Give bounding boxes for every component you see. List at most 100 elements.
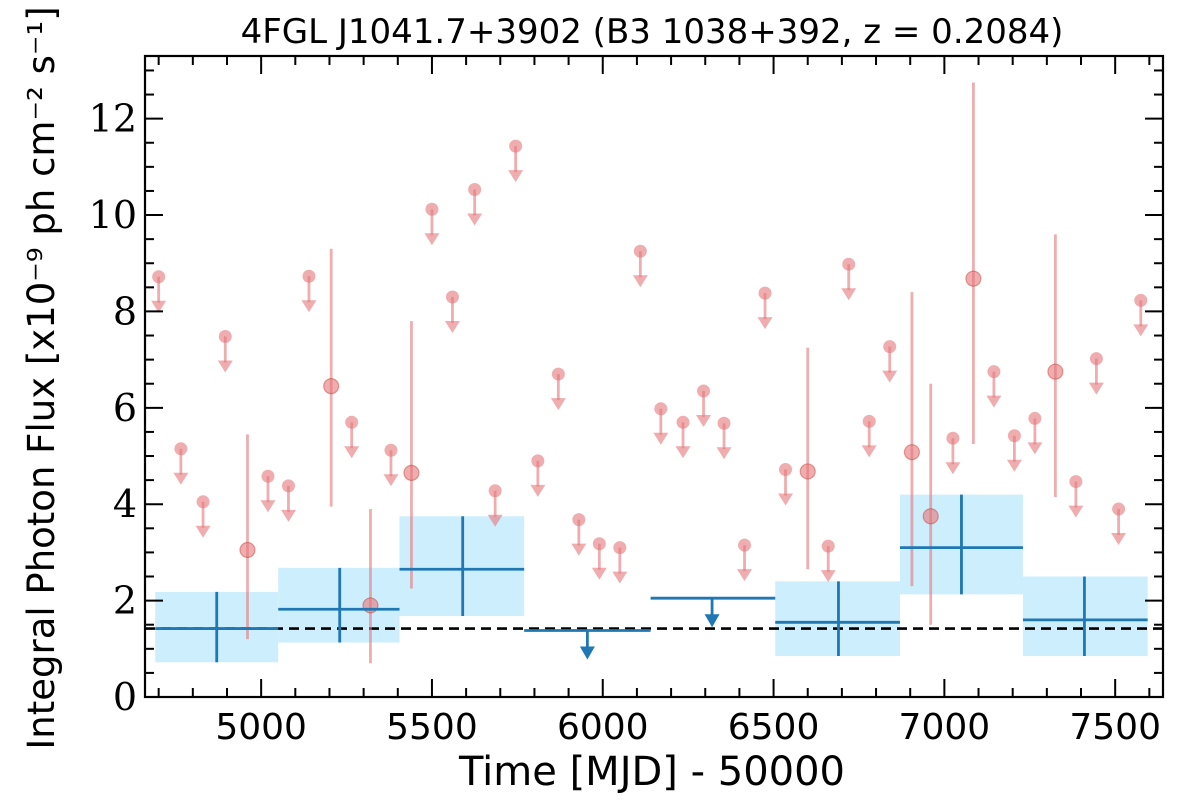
short-bin-upper-limit-point bbox=[613, 541, 627, 555]
short-bin-upper-limit-arrow bbox=[424, 233, 440, 246]
short-bin-upper-limit-point bbox=[281, 479, 295, 493]
plot-area: 5000 5500 6000 6500 7000 7500 0 2 4 6 8 10 12 bbox=[89, 54, 1165, 748]
short-bin-point bbox=[903, 444, 921, 461]
short-bin-upper-limit-arrow bbox=[757, 317, 773, 330]
short-bin-upper-limit-point bbox=[1069, 475, 1083, 489]
x-axis-label: Time [MJD] - 50000 bbox=[458, 749, 845, 795]
short-bin-upper-limit-point bbox=[425, 202, 439, 216]
x-tick-label: 7500 bbox=[1069, 707, 1161, 748]
short-bin-upper-limit-arrow bbox=[716, 447, 732, 460]
x-tick-label: 7000 bbox=[899, 707, 991, 748]
short-bin-upper-limit-arrow bbox=[861, 445, 877, 458]
short-bin-upper-limit-arrow bbox=[945, 462, 961, 475]
short-bin-upper-limit-point bbox=[862, 414, 876, 428]
short-bin-upper-limit-arrow bbox=[217, 360, 233, 373]
short-bin-upper-limit-point bbox=[1007, 429, 1021, 443]
short-bin-upper-limit-point bbox=[592, 537, 606, 551]
short-bin-upper-limit-point bbox=[697, 384, 711, 398]
short-bin-upper-limit-arrow bbox=[530, 484, 546, 497]
short-bin-upper-limit-point bbox=[152, 270, 166, 284]
short-bin-point bbox=[799, 463, 816, 480]
short-bin-upper-limit-point bbox=[717, 416, 731, 430]
short-bin-upper-limit-point bbox=[345, 415, 359, 429]
short-bin-upper-limit-point bbox=[509, 139, 523, 153]
short-bin-upper-limit-arrow bbox=[344, 446, 360, 459]
short-bin-upper-limit-point bbox=[218, 329, 232, 343]
long-bin-upper-limit-arrow bbox=[579, 646, 595, 660]
short-bin-upper-limit-arrow bbox=[1006, 459, 1022, 472]
y-tick-label: 6 bbox=[113, 386, 137, 430]
short-bin-upper-limit-arrow bbox=[1068, 505, 1084, 518]
short-bin-upper-limit-point bbox=[987, 365, 1001, 379]
short-bin-upper-limit-arrow bbox=[508, 170, 524, 183]
short-bin-upper-limit-point bbox=[738, 538, 752, 552]
short-bin-upper-limit-arrow bbox=[487, 514, 503, 527]
x-tick-label: 6000 bbox=[557, 707, 649, 748]
short-bin-upper-limit-point bbox=[302, 269, 316, 283]
short-bin-upper-limit-arrow bbox=[173, 472, 189, 485]
short-bin-upper-limit-arrow bbox=[1088, 382, 1104, 395]
short-bin-upper-limit-arrow bbox=[260, 500, 276, 513]
short-bin-upper-limit-point bbox=[633, 244, 647, 258]
short-bin-upper-limit-arrow bbox=[632, 275, 648, 288]
short-bin-upper-limit-point bbox=[1134, 293, 1148, 307]
short-bin-upper-limit-arrow bbox=[986, 395, 1002, 408]
short-bin-point bbox=[965, 270, 982, 287]
short-bin-point bbox=[323, 378, 340, 395]
short-bin-upper-limit-arrow bbox=[778, 493, 794, 506]
y-axis-label: Integral Photon Flux [x10⁻⁹ ph cm⁻² s⁻¹] bbox=[20, 6, 63, 749]
short-bin-upper-limit-point bbox=[384, 443, 398, 457]
short-bin-upper-limit-arrow bbox=[195, 525, 211, 538]
short-bin-upper-limit-arrow bbox=[820, 570, 836, 583]
y-tick-label: 0 bbox=[113, 675, 137, 719]
short-bin-upper-limit-arrow bbox=[444, 320, 460, 333]
short-bin-upper-limit-arrow bbox=[1027, 442, 1043, 455]
short-bin-upper-limit-arrow bbox=[550, 398, 566, 411]
short-bin-upper-limit-arrow bbox=[882, 370, 898, 383]
short-bin-upper-limit-arrow bbox=[737, 569, 753, 582]
short-bin-upper-limit-point bbox=[654, 402, 668, 416]
short-bin-point bbox=[239, 541, 256, 559]
x-tick-label: 6500 bbox=[728, 707, 820, 748]
short-bin-upper-limit-point bbox=[779, 463, 793, 477]
short-bin-upper-limit-point bbox=[758, 286, 772, 300]
short-bin-upper-limit-arrow bbox=[280, 509, 296, 522]
short-bin-point bbox=[403, 464, 420, 481]
short-bin-upper-limit-point bbox=[445, 290, 459, 304]
short-bin-upper-limit-point bbox=[883, 340, 897, 354]
short-bin-upper-limit-arrow bbox=[151, 300, 167, 313]
short-bin-upper-limit-arrow bbox=[383, 474, 399, 487]
short-bin-upper-limit-point bbox=[174, 442, 188, 456]
short-bin-upper-limit-point bbox=[572, 513, 586, 527]
short-bin-upper-limit-point bbox=[551, 367, 565, 381]
short-bin-upper-limit-arrow bbox=[612, 571, 628, 584]
short-bin-point bbox=[922, 508, 939, 525]
short-bin-upper-limit-arrow bbox=[301, 300, 317, 313]
short-bin-upper-limit-arrow bbox=[841, 288, 857, 301]
short-bin-upper-limit-point bbox=[196, 495, 210, 509]
short-bin-upper-limit-point bbox=[531, 454, 545, 468]
short-bin-upper-limit-arrow bbox=[571, 543, 587, 556]
y-tick-label: 2 bbox=[113, 579, 137, 623]
short-bin-upper-limit-point bbox=[946, 431, 960, 445]
short-bin-upper-limit-point bbox=[821, 539, 835, 553]
short-bin-upper-limit-point bbox=[1089, 352, 1103, 366]
short-bin-upper-limit-arrow bbox=[1133, 324, 1149, 337]
long-bin-upper-limit-arrow bbox=[704, 614, 720, 628]
short-bin-point bbox=[1047, 363, 1064, 380]
chart-title: 4FGL J1041.7+3902 (B3 1038+392, z = 0.20… bbox=[241, 12, 1064, 52]
short-bin-upper-limit-arrow bbox=[696, 414, 712, 427]
x-tick-label: 5000 bbox=[215, 707, 307, 748]
short-bin-upper-limit-point bbox=[676, 415, 690, 429]
y-tick-label: 8 bbox=[113, 289, 137, 333]
short-bin-upper-limit-point bbox=[468, 183, 482, 197]
short-bin-upper-limit-arrow bbox=[467, 213, 483, 226]
y-tick-label: 4 bbox=[113, 482, 137, 526]
short-bin-upper-limit-arrow bbox=[1111, 533, 1127, 546]
short-bin-upper-limit-point bbox=[1028, 411, 1042, 425]
short-bin-upper-limit-point bbox=[261, 469, 275, 483]
short-bin-upper-limit-arrow bbox=[591, 567, 607, 580]
short-bin-upper-limit-point bbox=[488, 484, 502, 498]
